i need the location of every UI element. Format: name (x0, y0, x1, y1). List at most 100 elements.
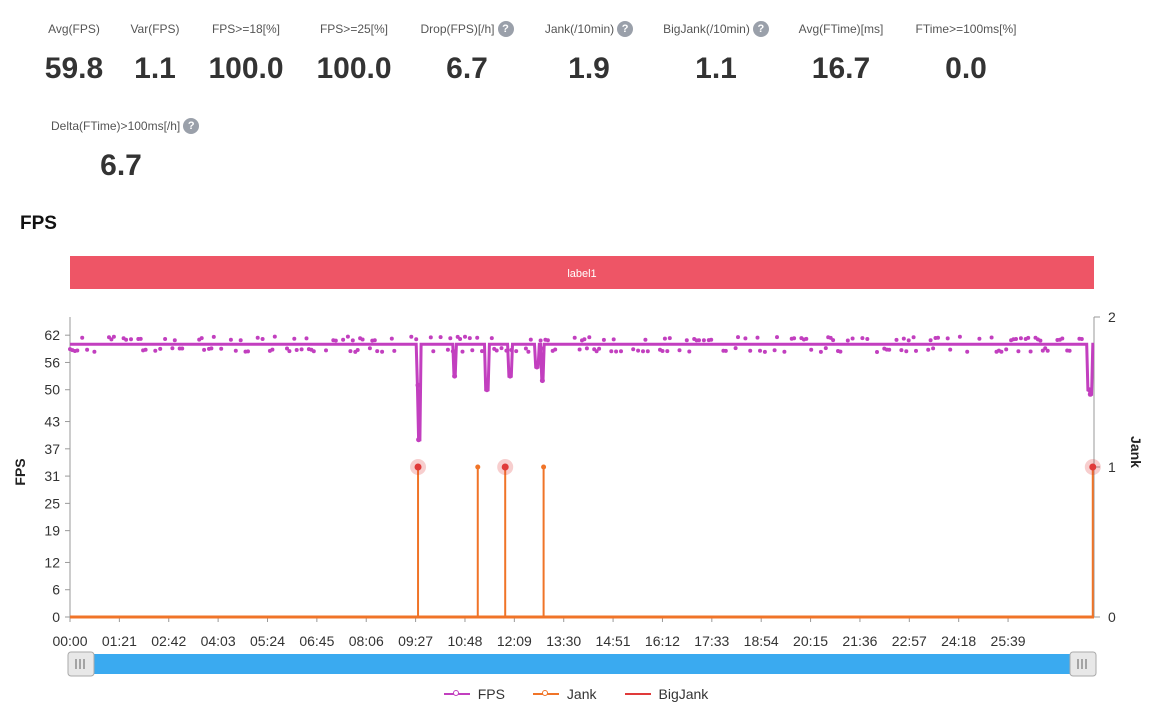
zoom-handle-right[interactable] (1069, 651, 1097, 677)
jank-legend-icon (532, 687, 559, 701)
fps-point (1018, 336, 1023, 341)
bigjank-point (1089, 463, 1097, 471)
fps-point (199, 336, 204, 341)
fps-point (665, 349, 670, 354)
fps-point (553, 347, 558, 352)
jank-point (541, 464, 547, 470)
fps-point (850, 336, 855, 341)
fps-point (584, 346, 589, 351)
fps-point (899, 348, 904, 353)
metric-label: FTime>=100ms[%] (916, 22, 1017, 36)
legend-item-fps[interactable]: FPS (443, 686, 505, 702)
fps-point (299, 347, 304, 352)
legend-item-bigjank[interactable]: BigJank (624, 686, 708, 702)
fps-point (687, 349, 692, 354)
fps-point (463, 334, 467, 339)
fps-point (772, 348, 777, 353)
fps-point (597, 346, 602, 351)
x-tick-label: 16:12 (645, 633, 680, 649)
fps-point (1026, 335, 1031, 340)
bigjank-point (501, 463, 509, 471)
x-tick-label: 21:36 (842, 633, 877, 649)
legend-item-jank[interactable]: Jank (532, 686, 597, 702)
fps-point (1016, 349, 1021, 354)
fps-point (1045, 348, 1050, 353)
y2-tick-label: 2 (1108, 309, 1116, 325)
label-band-text: label1 (567, 268, 596, 280)
zoom-handle-left[interactable] (67, 651, 95, 677)
fps-point (528, 337, 533, 342)
metric-label-text: Delta(FTime)>100ms[/h] (51, 119, 181, 133)
metric-7: Avg(FTime)[ms] 16.7 (771, 20, 911, 86)
fps-chart: label106121925313743505662012FPSJank00:0… (12, 256, 1144, 677)
x-tick-label: 06:45 (299, 633, 334, 649)
fps-point (901, 336, 906, 341)
fps-point (460, 349, 465, 354)
fps-point (233, 348, 238, 353)
fps-point (292, 336, 297, 341)
fps-point (1014, 337, 1018, 341)
fps-point (458, 337, 463, 341)
fps-point (758, 348, 762, 353)
help-icon[interactable]: ? (183, 118, 200, 134)
jank-point (475, 464, 481, 470)
fps-dip-point (1086, 387, 1092, 393)
x-tick-label: 24:18 (941, 633, 976, 649)
metric-4: Drop(FPS)[/h]? 6.7 (397, 20, 537, 86)
metric-value: 100.0 (208, 52, 284, 85)
help-icon[interactable]: ? (752, 21, 769, 37)
fps-point (287, 349, 292, 354)
fps-point (931, 346, 936, 351)
fps-legend-icon (443, 687, 470, 701)
metric-3: FPS>=25[%] 100.0 (284, 20, 424, 86)
fps-point (594, 349, 599, 354)
fps-point (914, 348, 918, 353)
fps-point (1067, 348, 1072, 353)
fps-point (470, 348, 475, 353)
zoom-range-bar[interactable] (70, 654, 1094, 674)
x-tick-label: 10:48 (447, 633, 482, 649)
fps-point (129, 337, 133, 342)
fps-point (431, 349, 436, 354)
x-tick-label: 00:00 (52, 633, 87, 649)
fps-point (158, 346, 163, 351)
fps-point (1038, 338, 1043, 343)
section-title: FPS (20, 213, 57, 234)
fps-point (545, 338, 550, 343)
fps-point (662, 336, 667, 341)
fps-point (904, 349, 909, 354)
fps-point (138, 336, 143, 341)
fps-point (782, 349, 787, 354)
metric-label: Var(FPS) (130, 22, 179, 36)
help-icon[interactable]: ? (497, 21, 514, 37)
fps-point (392, 348, 397, 353)
metric-label-text: FTime>=100ms[%] (915, 22, 1017, 36)
fps-point (475, 335, 480, 340)
fps-point (85, 347, 90, 352)
x-tick-label: 02:42 (151, 633, 186, 649)
fps-point (111, 334, 116, 339)
fps-point (823, 346, 828, 351)
metric-8: FTime>=100ms[%] 0.0 (896, 20, 1036, 86)
fps-point (945, 336, 950, 341)
y-tick-label: 56 (44, 354, 60, 370)
x-tick-label: 12:09 (497, 633, 532, 649)
fps-point (743, 336, 748, 341)
fps-line (70, 342, 1095, 442)
fps-point (809, 347, 814, 352)
fps-point (928, 338, 933, 343)
fps-point (453, 349, 458, 354)
fps-point (360, 337, 365, 342)
label-band (70, 256, 1094, 289)
fps-dip-point (507, 373, 513, 379)
x-tick-label: 09:27 (398, 633, 433, 649)
fps-point (957, 334, 962, 339)
fps-point (999, 349, 1004, 354)
metric-label-text: Var(FPS) (130, 22, 180, 36)
fps-point (92, 349, 97, 354)
x-tick-label: 22:57 (892, 633, 927, 649)
fps-point (667, 336, 672, 341)
metric-label-text: FPS>=18[%] (211, 22, 281, 36)
chart-legend[interactable]: FPS Jank BigJank (0, 686, 1152, 702)
help-icon[interactable]: ? (617, 21, 634, 37)
